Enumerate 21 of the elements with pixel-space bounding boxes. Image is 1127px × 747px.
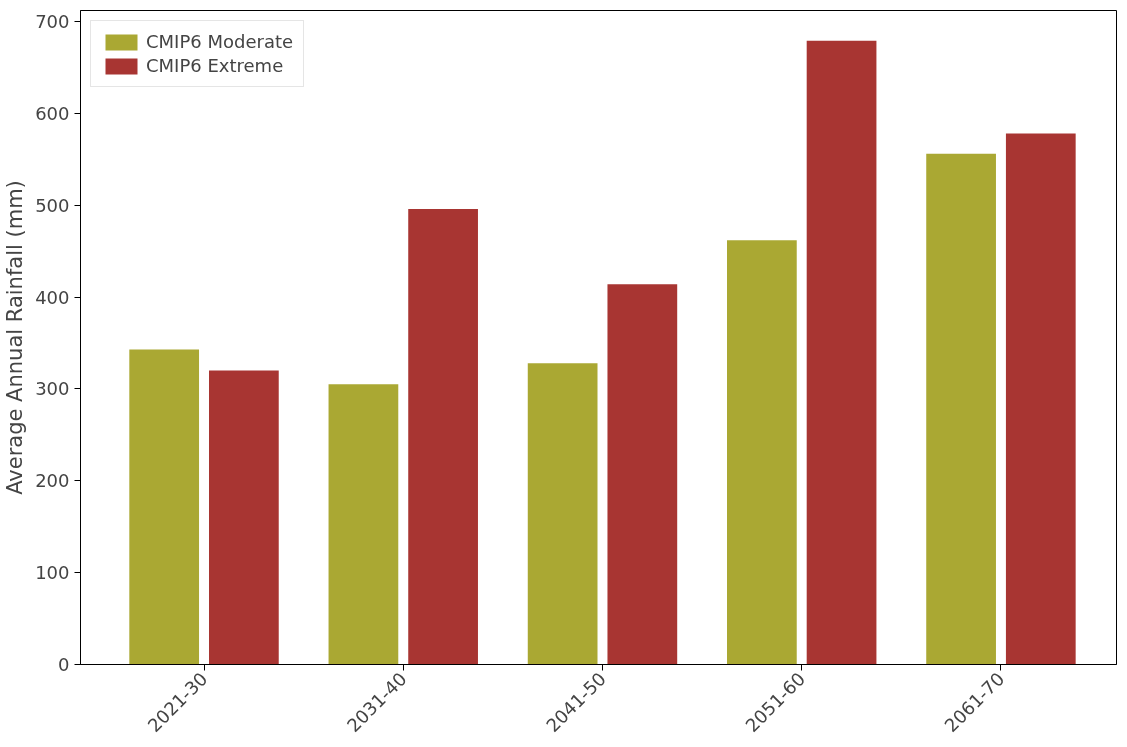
y-tick-label: 300 bbox=[35, 378, 70, 400]
bar bbox=[607, 284, 678, 665]
bar bbox=[408, 208, 478, 665]
bar bbox=[1005, 133, 1076, 665]
bar bbox=[926, 153, 996, 665]
bar bbox=[527, 363, 598, 665]
y-tick-label: 100 bbox=[35, 562, 70, 584]
y-tick-label: 400 bbox=[35, 286, 70, 308]
y-tick-label: 700 bbox=[35, 11, 70, 33]
legend-label: CMIP6 Moderate bbox=[146, 31, 294, 52]
bar bbox=[727, 240, 797, 665]
y-tick-label: 600 bbox=[35, 102, 70, 124]
y-axis-title: Average Annual Rainfall (mm) bbox=[3, 180, 28, 495]
y-tick-label: 0 bbox=[58, 654, 70, 675]
legend-label: CMIP6 Extreme bbox=[146, 55, 284, 76]
y-tick-label: 200 bbox=[35, 470, 70, 492]
bar bbox=[328, 384, 399, 665]
bar bbox=[209, 370, 279, 665]
y-tick-label: 500 bbox=[35, 194, 70, 216]
bar bbox=[129, 349, 200, 665]
bar bbox=[806, 40, 877, 665]
